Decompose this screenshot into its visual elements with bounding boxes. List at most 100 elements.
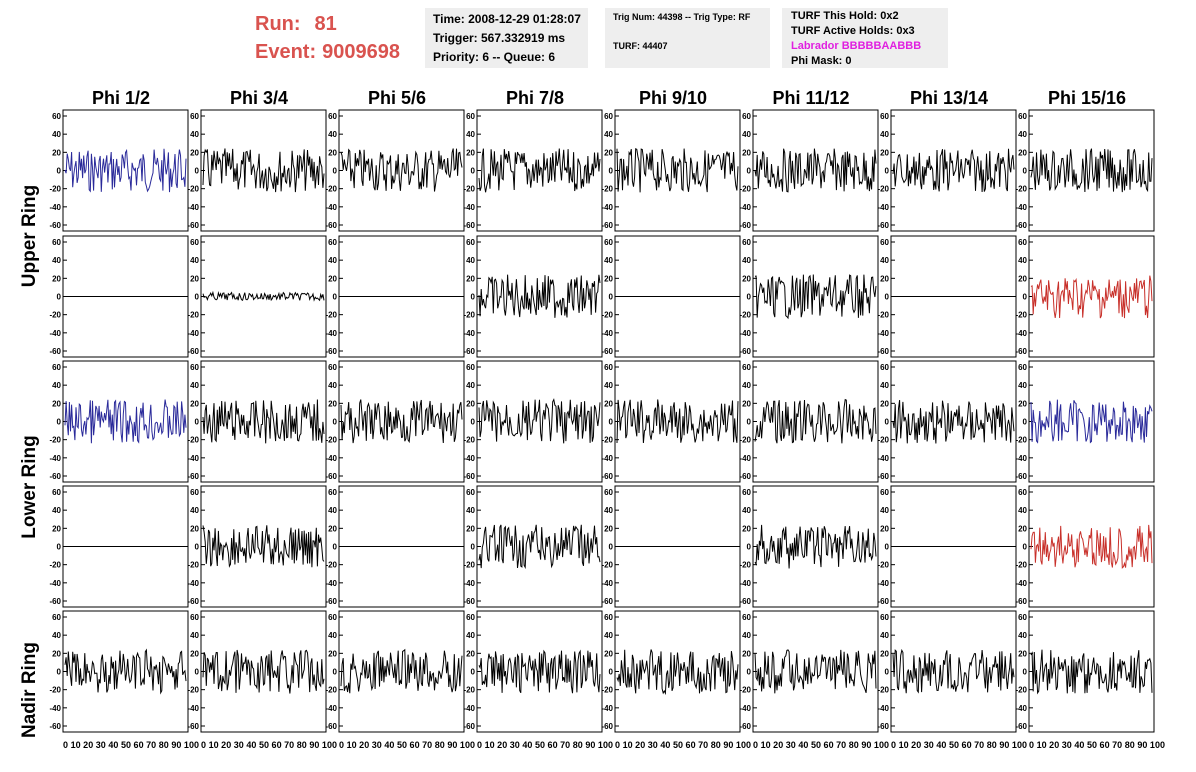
- waveform-panel: 60 40 20 0 -20 -40 -60: [1015, 610, 1155, 733]
- y-tick-label: 20: [604, 524, 613, 533]
- y-tick-label: 60: [604, 488, 613, 497]
- turf-active-text: TURF Active Holds: 0x3: [791, 25, 915, 37]
- waveform-trace: [1030, 524, 1153, 569]
- y-tick-label: 60: [190, 112, 199, 121]
- y-tick-label: -20: [1015, 311, 1027, 320]
- y-tick-label: -40: [601, 579, 613, 588]
- y-tick-label: -20: [49, 686, 61, 695]
- y-tick-label: 60: [52, 363, 61, 372]
- y-tick-label: 60: [880, 238, 889, 247]
- y-tick-label: -40: [49, 329, 61, 338]
- y-tick-label: -20: [877, 436, 889, 445]
- y-tick-label: -20: [877, 185, 889, 194]
- y-tick-label: -60: [49, 722, 61, 731]
- y-tick-label: -60: [463, 221, 475, 230]
- y-tick-label: -40: [601, 454, 613, 463]
- y-tick-label: 40: [604, 381, 613, 390]
- y-tick-label: 20: [466, 274, 475, 283]
- y-tick-label: 40: [190, 631, 199, 640]
- y-tick-label: 40: [466, 506, 475, 515]
- y-tick-label: -20: [49, 561, 61, 570]
- y-tick-label: 0: [57, 668, 62, 677]
- y-tick-label: -60: [49, 347, 61, 356]
- y-tick-label: 40: [1018, 130, 1027, 139]
- waveform-trace: [754, 649, 877, 694]
- waveform-trace: [202, 649, 325, 694]
- y-tick-label: -40: [187, 704, 199, 713]
- turf-num-text: TURF: 44407: [613, 41, 668, 51]
- waveform-panel: 60 40 20 0 -20 -40 -60: [739, 485, 879, 608]
- y-tick-label: 60: [604, 112, 613, 121]
- waveform-trace: [616, 399, 739, 444]
- y-tick-label: -60: [601, 221, 613, 230]
- y-tick-label: -60: [325, 597, 337, 606]
- y-tick-label: 60: [190, 363, 199, 372]
- y-tick-label: 40: [466, 381, 475, 390]
- y-tick-label: 0: [609, 543, 614, 552]
- y-tick-label: -40: [739, 579, 751, 588]
- y-tick-label: 60: [328, 238, 337, 247]
- y-tick-label: 40: [1018, 506, 1027, 515]
- x-tick-labels: 0 10 20 30 40 50 60 70 80 90 100: [891, 740, 1027, 750]
- y-tick-label: -20: [49, 436, 61, 445]
- x-tick-labels: 0 10 20 30 40 50 60 70 80 90 100: [201, 740, 337, 750]
- y-tick-label: 0: [1023, 668, 1028, 677]
- y-tick-label: 40: [880, 130, 889, 139]
- y-tick-label: 60: [466, 488, 475, 497]
- y-tick-label: 0: [747, 668, 752, 677]
- y-tick-label: -40: [463, 454, 475, 463]
- waveform-trace: [1030, 649, 1153, 695]
- column-header-3: Phi 5/6: [367, 88, 427, 108]
- y-tick-label: -60: [49, 472, 61, 481]
- waveform-panel: 60 40 20 0 -20 -40 -60: [463, 235, 603, 358]
- y-tick-label: 40: [742, 631, 751, 640]
- y-tick-label: -40: [325, 329, 337, 338]
- y-tick-label: -40: [49, 203, 61, 212]
- y-tick-label: 40: [604, 631, 613, 640]
- y-tick-label: 20: [880, 524, 889, 533]
- waveform-panel: 60 40 20 0 -20 -40 -60: [187, 235, 327, 358]
- y-tick-label: -40: [49, 579, 61, 588]
- y-tick-label: 40: [604, 256, 613, 265]
- panel-frame: [890, 610, 1017, 733]
- turf-info-box: TURF This Hold: 0x2 TURF Active Holds: 0…: [782, 8, 948, 68]
- labrador-text: Labrador BBBBBAABBB: [791, 40, 922, 52]
- y-tick-label: 20: [742, 274, 751, 283]
- y-tick-label: 20: [1018, 148, 1027, 157]
- x-tick-labels: 0 10 20 30 40 50 60 70 80 90 100: [63, 740, 199, 750]
- y-tick-label: 60: [190, 488, 199, 497]
- y-tick-label: 0: [195, 668, 200, 677]
- y-tick-label: -40: [463, 203, 475, 212]
- waveform-trace: [754, 148, 877, 193]
- waveform-trace: [478, 274, 601, 318]
- y-tick-label: -20: [601, 185, 613, 194]
- y-tick-label: -20: [463, 436, 475, 445]
- y-tick-label: -20: [739, 185, 751, 194]
- y-tick-label: -60: [877, 347, 889, 356]
- y-tick-label: 40: [328, 130, 337, 139]
- y-tick-label: 20: [1018, 399, 1027, 408]
- y-tick-label: 40: [328, 506, 337, 515]
- time-info-box: Time: 2008-12-29 01:28:07 Trigger: 567.3…: [425, 8, 588, 68]
- y-tick-label: 0: [333, 668, 338, 677]
- y-tick-label: -40: [877, 454, 889, 463]
- y-tick-label: 60: [742, 613, 751, 622]
- y-tick-label: -20: [187, 436, 199, 445]
- y-tick-label: -40: [325, 704, 337, 713]
- y-tick-label: 0: [57, 543, 62, 552]
- y-tick-label: 0: [609, 167, 614, 176]
- y-tick-label: -40: [1015, 203, 1027, 212]
- waveform-panel: 60 40 20 0 -20 -40 -60: [1015, 235, 1155, 358]
- waveform-trace: [64, 399, 187, 444]
- y-tick-label: -40: [325, 579, 337, 588]
- y-tick-label: -60: [325, 221, 337, 230]
- y-tick-label: 60: [328, 112, 337, 121]
- trig-num-text: Trig Num: 44398 -- Trig Type: RF: [613, 12, 751, 22]
- y-tick-label: -40: [325, 454, 337, 463]
- y-tick-label: 0: [195, 543, 200, 552]
- y-tick-label: -20: [877, 561, 889, 570]
- waveform-trace: [616, 148, 739, 193]
- waveform-panel: 60 40 20 0 -20 -40 -60: [49, 235, 189, 358]
- y-tick-label: 60: [604, 363, 613, 372]
